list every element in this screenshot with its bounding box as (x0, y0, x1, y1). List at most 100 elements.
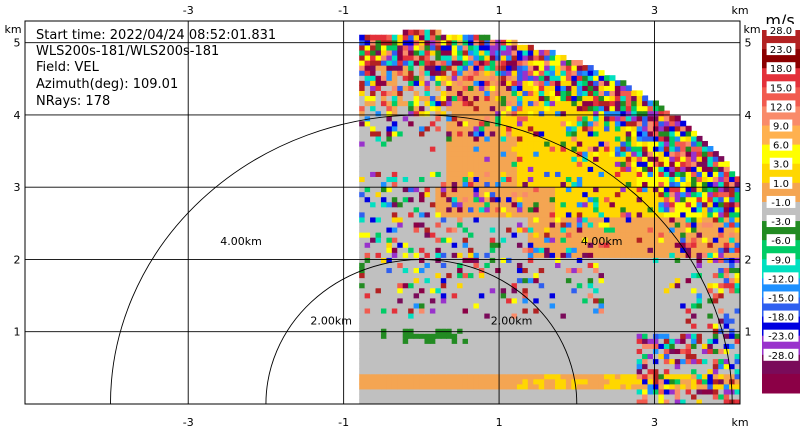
sector-cell (603, 388, 611, 395)
sector-cell (625, 232, 632, 238)
sector-cell (549, 226, 556, 233)
sector-cell (484, 237, 491, 243)
sector-cell (696, 186, 703, 193)
sector-cell (424, 161, 431, 167)
sector-cell (386, 140, 393, 147)
sector-cell (424, 247, 431, 253)
sector-cell (397, 191, 404, 198)
sector-cell (631, 201, 638, 208)
sector-cell (380, 297, 387, 304)
sector-cell (516, 85, 523, 91)
sector-cell (560, 257, 567, 263)
sector-cell (756, 399, 762, 405)
sector-cell (603, 302, 611, 309)
sector-cell (511, 388, 518, 395)
sector-cell (457, 110, 464, 117)
sector-cell (685, 186, 692, 193)
sector-cell (500, 221, 507, 228)
sector-cell (560, 60, 567, 66)
sector-cell (429, 358, 436, 365)
sector-cell (712, 383, 719, 390)
sector-cell (723, 388, 730, 395)
sector-cell (625, 156, 632, 162)
sector-cell (652, 363, 659, 370)
sector-cell (370, 307, 377, 314)
sector-cell (527, 287, 534, 294)
sector-cell (582, 206, 589, 213)
sector-cell (549, 353, 556, 360)
sector-cell (440, 54, 447, 61)
sector-cell (380, 232, 387, 238)
sector-cell (440, 211, 447, 218)
sector-cell (364, 257, 371, 263)
sector-cell (413, 120, 420, 127)
sector-cell (663, 333, 670, 339)
sector-cell (587, 105, 594, 112)
sector-cell (446, 307, 453, 314)
sector-cell (478, 95, 485, 102)
sector-cell (603, 358, 611, 365)
sector-cell (375, 130, 382, 137)
sector-cell (565, 191, 572, 198)
sector-cell (631, 323, 638, 329)
sector-cell (419, 70, 426, 76)
sector-cell (370, 140, 377, 147)
sector-cell (549, 272, 556, 279)
sector-cell (576, 191, 583, 198)
sector-cell (631, 363, 638, 370)
sector-cell (440, 60, 447, 66)
sector-cell (620, 358, 627, 365)
sector-cell (538, 333, 545, 339)
sector-cell (506, 333, 513, 339)
sector-cell (391, 186, 398, 193)
sector-cell (462, 221, 469, 228)
sector-cell (457, 368, 464, 375)
sector-cell (582, 272, 589, 279)
sector-cell (413, 201, 420, 208)
sector-cell (527, 90, 534, 97)
sector-cell (544, 216, 551, 223)
sector-cell (511, 272, 518, 279)
sector-cell (642, 393, 649, 400)
sector-cell (544, 393, 551, 400)
sector-cell (745, 374, 751, 380)
sector-cell (707, 247, 714, 253)
sector-cell (658, 368, 665, 375)
sector-cell (642, 368, 649, 375)
sector-cell (435, 398, 442, 404)
sector-cell (609, 237, 616, 243)
sector-cell (364, 75, 371, 81)
sector-cell (603, 373, 611, 380)
sector-cell (527, 257, 534, 263)
sector-cell (691, 333, 698, 339)
sector-cell (429, 287, 436, 294)
sector-cell (424, 135, 431, 142)
sector-cell (663, 328, 670, 334)
sector-cell (701, 307, 708, 314)
sector-cell (364, 161, 371, 167)
sector-cell (565, 368, 572, 375)
sector-cell (424, 242, 431, 248)
sector-cell (571, 206, 578, 213)
sector-cell (685, 307, 692, 314)
sector-cell (701, 206, 708, 213)
sector-cell (685, 363, 692, 370)
sector-cell (413, 70, 420, 76)
sector-cell (424, 181, 431, 188)
sector-cell (386, 378, 393, 385)
sector-cell (359, 54, 366, 61)
sector-cell (565, 140, 572, 147)
sector-cell (359, 363, 366, 370)
sector-cell (397, 252, 404, 258)
sector-cell (516, 318, 523, 324)
sector-cell (495, 262, 502, 269)
sector-cell (484, 292, 491, 299)
sector-cell (549, 54, 556, 61)
sector-cell (658, 373, 665, 380)
sector-cell (587, 191, 594, 198)
sector-cell (729, 262, 736, 269)
sector-cell (380, 353, 387, 360)
sector-cell (652, 171, 659, 177)
sector-cell (582, 302, 589, 309)
sector-cell (603, 363, 611, 370)
